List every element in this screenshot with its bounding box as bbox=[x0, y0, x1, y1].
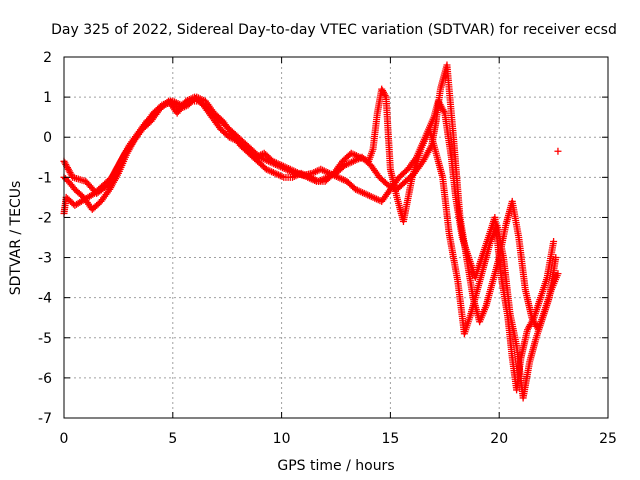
y-axis-label: SDTVAR / TECUs bbox=[8, 181, 24, 296]
x-tick-label: 10 bbox=[273, 431, 291, 447]
data-point bbox=[550, 238, 558, 246]
x-axis-label: GPS time / hours bbox=[277, 458, 394, 474]
y-tick-label: -7 bbox=[38, 411, 52, 427]
y-tick-label: -6 bbox=[38, 371, 52, 387]
data-point bbox=[554, 147, 562, 155]
y-tick-label: -1 bbox=[38, 170, 52, 186]
x-tick-label: 25 bbox=[599, 431, 617, 447]
y-tick-label: -3 bbox=[38, 251, 52, 267]
y-tick-label: -5 bbox=[38, 331, 52, 347]
y-tick-label: -2 bbox=[38, 210, 52, 226]
x-tick-label: 0 bbox=[60, 431, 69, 447]
chart-title: Day 325 of 2022, Sidereal Day-to-day VTE… bbox=[51, 22, 617, 38]
x-tick-label: 15 bbox=[381, 431, 399, 447]
y-tick-label: 0 bbox=[43, 130, 52, 146]
y-tick-label: 1 bbox=[43, 90, 52, 106]
y-tick-label: -4 bbox=[38, 291, 52, 307]
data-point bbox=[381, 92, 389, 100]
data-point bbox=[552, 254, 560, 262]
x-tick-label: 5 bbox=[168, 431, 177, 447]
plot-frame bbox=[63, 56, 609, 419]
y-tick-label: 2 bbox=[43, 50, 52, 66]
x-tick-label: 20 bbox=[490, 431, 508, 447]
data-point bbox=[554, 270, 562, 278]
data-points bbox=[60, 61, 562, 402]
